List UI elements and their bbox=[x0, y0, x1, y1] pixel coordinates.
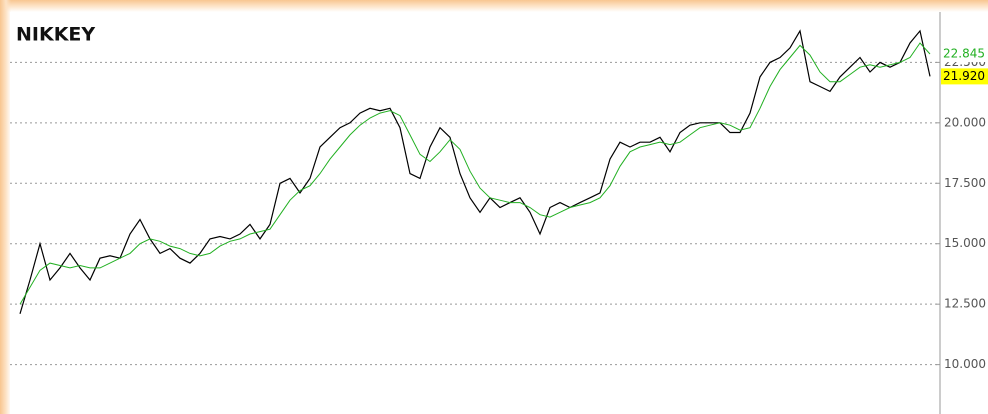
value-badge-label: 22.845 bbox=[943, 47, 985, 61]
series-line bbox=[19, 42, 931, 305]
value-badge bbox=[941, 68, 988, 85]
value-badge-label: 21.920 bbox=[943, 69, 985, 83]
chart-title: NIKKEY bbox=[16, 24, 95, 46]
value-badge bbox=[941, 46, 988, 63]
panel bbox=[10, 12, 988, 414]
y-tick-label: 10.000 bbox=[944, 357, 986, 371]
y-tick-label: 15.000 bbox=[944, 236, 986, 250]
series-line bbox=[19, 29, 931, 314]
y-tick-label: 17.500 bbox=[944, 176, 986, 190]
y-tick-label: 12.500 bbox=[944, 297, 986, 311]
y-tick-label: 20.000 bbox=[944, 115, 986, 129]
